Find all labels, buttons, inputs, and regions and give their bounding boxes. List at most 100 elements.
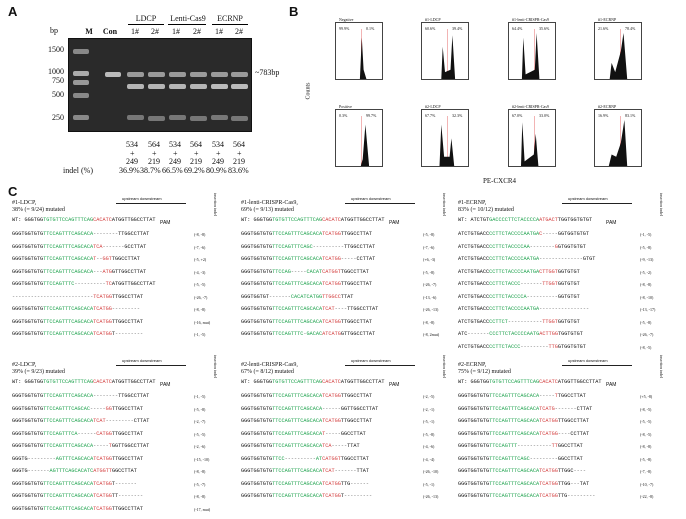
fragment-value: 534 [169, 140, 181, 149]
strand-direction-labels: upstream downstream [122, 196, 162, 201]
column-header: insertion indel [659, 193, 664, 216]
indel-annotation: (-2, -6) [194, 444, 206, 449]
sample-band-mid [211, 84, 228, 89]
column-header: insertion indel [442, 355, 447, 378]
indel-annotation: (-5, -8) [423, 232, 435, 237]
indel-value: 83.6% [228, 166, 249, 175]
sample-band-low [231, 116, 248, 121]
alignment-title: #2-lenti-CRISPR-Cas9, 67% (= 8/12) mutat… [241, 362, 298, 375]
flow-histogram: 99.9% 0.1% [335, 22, 383, 80]
gel-group-ldcp: LDCP [135, 14, 157, 23]
gel-lane-label: 1# [131, 27, 139, 36]
mutant-sequence: GGGTGGTGTGTTCCAGTTTCAGCACATCATGGTTG-----… [241, 480, 369, 487]
gel-group-lenti: Lenti-Cas9 [170, 14, 206, 23]
mutant-sequence: GGGTGGTGTGTTCCAGTTTCAGCACA--------TTGGCC… [12, 393, 150, 399]
sample-band-top [148, 72, 165, 77]
histogram-fill [509, 33, 555, 79]
mutant-sequence: GGGTGGTGTGTTCCAGTTTCAGC---------GGCCTTAT [458, 455, 583, 462]
mutant-sequence: ATCTGTGACCCCTTCTACCCCAA--------GGTGGTGTG… [458, 243, 586, 250]
mutant-sequence: GGGTGGTGTGTTCCAGTTTCAGCACATCA-------GCCT… [12, 243, 147, 250]
fragment-value: 564 [233, 140, 245, 149]
indel-annotation: (-7, -8) [640, 469, 652, 474]
alignment-title: #2-ECRNP, 75% (= 9/12) mutated [458, 362, 511, 375]
histogram-fill [595, 120, 641, 166]
strand-direction-labels: upstream downstream [122, 358, 162, 363]
indel-annotation: (-8, -5) [640, 431, 652, 437]
indel-annotation: (-4, -6) [423, 444, 435, 449]
fragment-value: 564 [190, 140, 202, 149]
bp-label: 1000 [48, 67, 64, 76]
mutant-sequence: GGGTGGTGTGTTCCAGTTTCAGCACATCATGGTTGGCCTT… [241, 393, 373, 399]
strand-arrow [116, 365, 186, 366]
histogram-left-pct: 67.7% [425, 113, 436, 118]
sample-band-low [169, 115, 186, 120]
indel-annotation: (-26, -7) [194, 294, 208, 300]
indel-annotation: (-26, -7) [423, 282, 437, 287]
marker-band [73, 49, 89, 54]
mutant-sequence: GGGTGGTGTGTTCCAGTTTCAGCACATCATG-------CT… [458, 405, 593, 412]
mutant-sequence: GGGTGGTGT-------CACATCATGGTTGGCCTTAT [241, 293, 354, 300]
histogram-fill [336, 37, 382, 79]
histogram-plot [595, 29, 641, 79]
indel-annotation: (-15, -10) [194, 456, 210, 462]
flow-histogram: 0.3% 99.7% [335, 109, 383, 167]
indel-annotation: (-5, -7) [194, 481, 206, 487]
marker-band [73, 93, 89, 98]
column-header: insertion indel [659, 355, 664, 378]
fragment-value: 219 [233, 157, 245, 166]
histogram-right-pct: 39.4% [452, 26, 463, 31]
indel-annotation: (-8, -10) [640, 294, 654, 300]
indel-annotation: (-8, 2mut) [423, 332, 440, 337]
indel-annotation: (-8, -8) [194, 469, 206, 474]
plus-sign: + [152, 149, 157, 158]
indel-annotation: (-4, -3) [194, 269, 206, 275]
sample-band-top [211, 72, 228, 77]
sample-band-low [148, 116, 165, 121]
histogram-left-pct: 0.3% [339, 113, 348, 118]
mutant-sequence: GGGTGGTGTGTTCCAGTTTCAGCACATCATGG----CCTT… [458, 430, 590, 437]
histogram-title: #2-lenti-CRISPR-Cas9 [512, 104, 549, 109]
mutant-sequence: ATCTGTGACCCCTTCTACCCCAATGAC-----GGTGGTGT… [458, 231, 590, 237]
mutant-sequence: GGGTGGTGTGTTCCAGTTTCAGCACATCA-----TTAT [241, 443, 360, 449]
indel-annotation: (-8, -8) [423, 319, 435, 325]
con-band [105, 72, 121, 77]
indel-annotation: (-5, -8) [640, 319, 652, 325]
mutant-sequence: ATCTGTGACCCCTTCT-----------TTGGTGGTGTGT [458, 318, 580, 325]
indel-annotation: (-8, -5) [640, 344, 652, 350]
wildtype-sequence: WT: GGGTGGTGTGTTCCAGTTTCAGCACATCATGGTTGG… [12, 217, 156, 223]
flow-histogram: 21.6% 78.4% [594, 22, 642, 80]
indel-annotation: (+6, -3) [423, 257, 436, 262]
pam-label: PAM [606, 382, 617, 388]
strand-arrow [562, 365, 632, 366]
sample-band-mid [190, 84, 207, 89]
mutant-sequence: ATCTGTGACCCCTTCTACCCCA----------GGTGTGT [458, 293, 580, 300]
sample-band-low [190, 116, 207, 121]
fragment-value: 219 [190, 157, 202, 166]
gel-lane-label: 1# [172, 27, 180, 36]
histogram-title: Positive [339, 104, 352, 109]
histogram-left-pct: 21.6% [598, 26, 609, 31]
mutant-sequence: GGGTGGTGTGTTCCAGTTTCAGC----------TTGGCCT… [241, 243, 376, 250]
fragment-value: 219 [148, 157, 160, 166]
plus-sign: + [216, 149, 221, 158]
mutant-sequence: GGGTGGTGTGTTCCAGTTTCAGCACATCATGGTTGGCCTT… [241, 231, 373, 237]
pam-label: PAM [160, 382, 171, 388]
indel-annotation: (-5, -5) [194, 431, 206, 437]
fragment-value: 249 [126, 157, 138, 166]
indel-annotation: (-5, -1) [423, 481, 435, 487]
histogram-plot [336, 29, 382, 79]
fragment-value: 534 [212, 140, 224, 149]
mutant-sequence: GGGTGGTGTGTTCCAGTTTCAGCACATCATGGTTGGCCTT… [12, 505, 144, 512]
gel-image [68, 38, 252, 132]
mutant-sequence: ATC-------CCCTTCTACCCCAATGACTTGGTGGTGTGT [458, 331, 583, 337]
mutant-sequence: GGGTG-------AGTTTCAGCACATCATGGTTGGCCTTAT [12, 468, 137, 474]
strand-arrow [116, 203, 186, 204]
wildtype-sequence: WT: GGGTGGTGTGTTCCAGTTTCAGCACATCATGGTTGG… [241, 217, 385, 223]
indel-annotation: (-9, -13) [640, 257, 654, 262]
mutant-sequence: GGGTGGTGTGTTCCAGTTTCAGCACATCATGGT-------… [12, 331, 144, 337]
panel-label-c: C [8, 184, 18, 199]
gel-lane-label: 1# [215, 27, 223, 36]
mutant-sequence: GGGTGGTGTGTTCCAGTTTCAGCACATCATGG--------… [12, 306, 141, 312]
indel-annotation: (+5, -8) [640, 394, 653, 399]
indel-annotation: (-22, -8) [640, 494, 654, 499]
